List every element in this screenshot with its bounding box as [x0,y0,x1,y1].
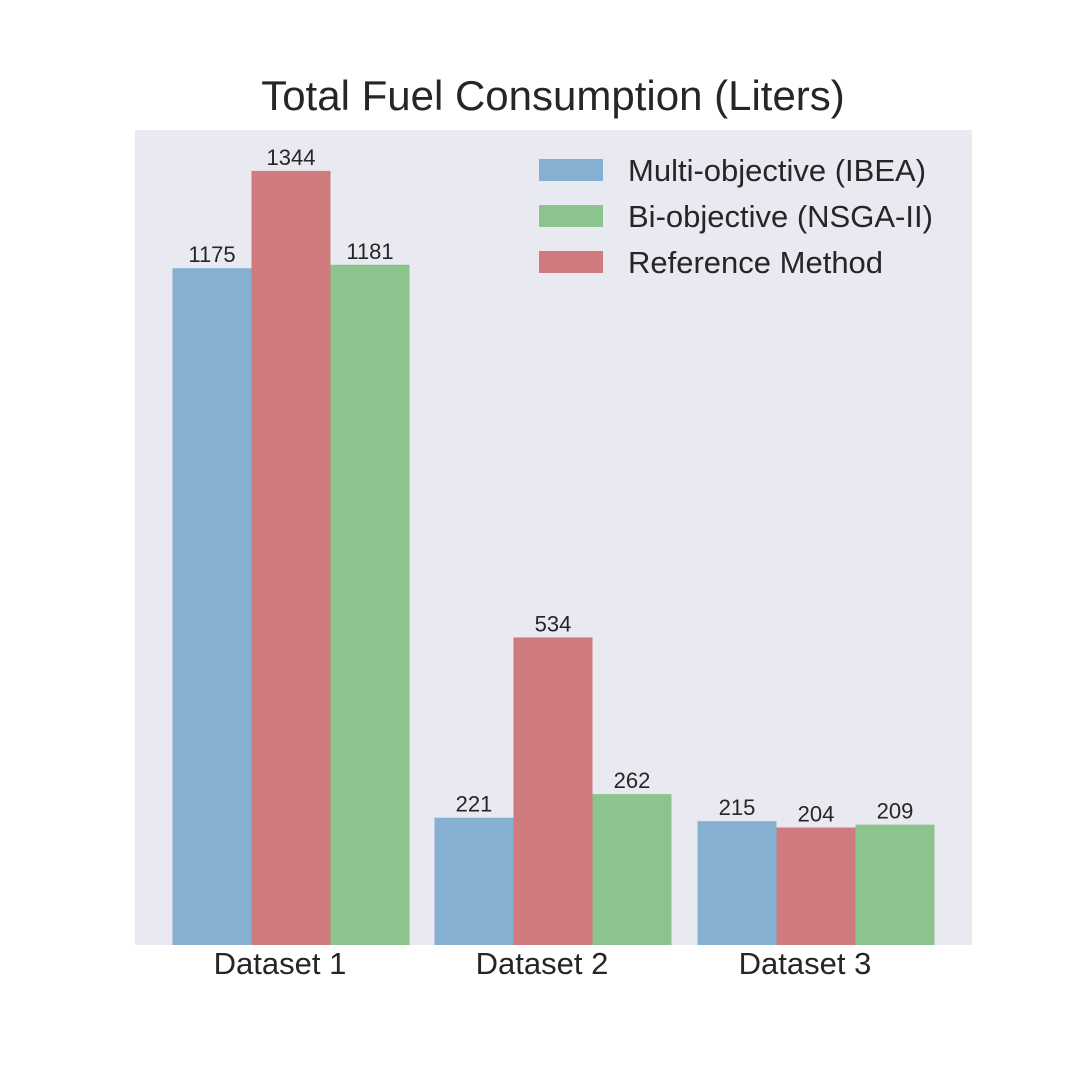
bar-value-label: 262 [614,768,651,793]
bar-reference-method-dataset-3 [776,827,856,945]
bar-bi-objective-nsga-ii-dataset-2 [592,794,672,945]
x-tick-label-dataset-3: Dataset 3 [739,946,872,981]
chart-title: Total Fuel Consumption (Liters) [261,72,845,119]
x-tick-label-dataset-2: Dataset 2 [476,946,609,981]
legend-swatch-reference-method [539,251,603,273]
legend: Multi-objective (IBEA) Bi-objective (NSGA… [539,153,933,280]
legend-label-multi-objective-ibea: Multi-objective (IBEA) [628,153,926,188]
x-tick-label-dataset-1: Dataset 1 [214,946,347,981]
bar-reference-method-dataset-1 [251,170,331,946]
bar-value-label: 209 [877,799,914,824]
bar-value-label: 221 [456,792,493,817]
bar-value-label: 534 [535,611,572,636]
legend-swatch-multi-objective-ibea [539,159,603,181]
x-axis-tick-labels: Dataset 1 Dataset 2 Dataset 3 [214,946,872,981]
legend-label-bi-objective-nsga-ii: Bi-objective (NSGA-II) [628,199,933,234]
bar-bi-objective-nsga-ii-dataset-1 [330,264,410,946]
legend-label-reference-method: Reference Method [628,245,883,280]
bar-value-label: 1181 [346,239,393,264]
bar-multi-objective-ibea-dataset-2 [434,817,514,945]
bar-value-label: 1344 [267,145,316,170]
bar-bi-objective-nsga-ii-dataset-3 [855,824,935,945]
bar-value-label: 1175 [188,242,235,267]
legend-swatch-bi-objective-nsga-ii [539,205,603,227]
bar-value-label: 215 [719,795,756,820]
bar-reference-method-dataset-2 [513,637,593,945]
bar-multi-objective-ibea-dataset-3 [697,821,777,945]
bar-value-label: 204 [798,802,835,827]
bars-group: 1175 221 215 1344 534 204 1181 262 209 [172,145,935,946]
bar-multi-objective-ibea-dataset-1 [172,268,252,945]
